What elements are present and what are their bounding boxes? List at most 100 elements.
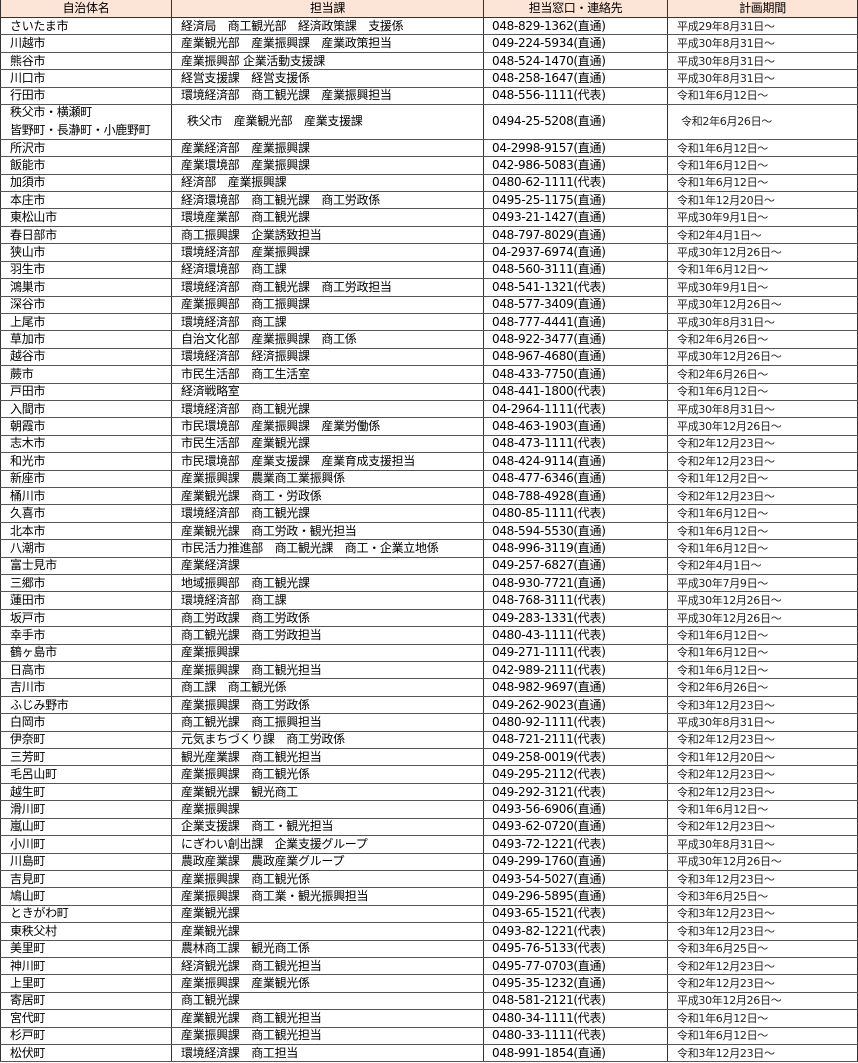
department-cell: 商工労政課 商工労政係: [172, 609, 484, 627]
municipality-name: 嵐山町: [10, 819, 46, 834]
table-row: ふじみ野市 産業振興課 商工労政係 049-262-9023(直通) 令和3年12月2…: [0, 696, 858, 715]
municipality-cell: 吉川市: [0, 679, 172, 696]
department-cell: 産業観光課 商工・労政係: [172, 487, 484, 505]
municipality-cell: 日高市: [0, 662, 172, 679]
department-cell: 市民活力推進部 商工観光課 商工・企業立地係: [172, 540, 484, 557]
department-cell: 環境経済部 商工観光課 商工労政担当: [172, 279, 484, 296]
period-cell: 平成30年9月1日～: [668, 209, 858, 226]
municipality-cell: 東秩父村: [0, 923, 172, 940]
period-cell: 令和2年12月23日～: [668, 818, 858, 836]
municipality-cell: 美里町: [0, 940, 172, 957]
municipality-name: 滑川町: [10, 802, 46, 816]
contact-cell: 0493-65-1521(代表): [484, 905, 668, 923]
municipality-name: 三芳町: [10, 749, 46, 764]
municipality-name: 幸手市: [10, 627, 46, 642]
municipality-name: 和光市: [10, 453, 46, 468]
municipality-cell: 白岡市: [0, 714, 172, 731]
municipality-name: 熊谷市: [10, 53, 46, 68]
municipality-name: 三郷市: [10, 575, 46, 590]
department-cell: 観光産業課 商工観光担当: [172, 749, 484, 766]
contact-cell: 0493-62-0720(直通): [484, 818, 668, 836]
table-header-row: 自治体名 担当課 担当窓口・連絡先 計画期間: [0, 0, 858, 18]
department-cell: 環境産業部 商工観光課: [172, 209, 484, 226]
contact-cell: 048-258-1647(直通): [484, 70, 668, 87]
header-department: 担当課: [172, 0, 484, 17]
department-cell: 農林商工課 観光商工係: [172, 940, 484, 957]
period-cell: 平成30年7月9日～: [668, 575, 858, 592]
department-cell: 経済部 産業振興課: [172, 174, 484, 192]
period-cell: 令和1年6月12日～: [668, 540, 858, 557]
department-cell: 産業観光課 商工観光担当: [172, 1010, 484, 1027]
municipality-cell: 秩父市・横瀬町 皆野町・長瀞町・小鹿野町: [0, 105, 172, 139]
contact-cell: 0493-21-1427(直通): [484, 209, 668, 226]
contact-cell: 048-721-2111(代表): [484, 731, 668, 749]
municipality-cell: 川島町: [0, 853, 172, 870]
municipality-name: 新座市: [10, 471, 46, 486]
table-row: 八潮市 市民活力推進部 商工観光課 商工・企業立地係 048-996-3119(直通…: [0, 540, 858, 558]
contact-cell: 0495-25-1175(直通): [484, 192, 668, 209]
municipality-name: 上尾市: [10, 314, 46, 329]
contact-cell: 048-829-1362(直通): [484, 18, 668, 35]
table-row: 吉見町 産業振興課 商工観光係 0493-54-5027(直通) 令和3年12月23日…: [0, 870, 858, 889]
contact-cell: 0495-35-1232(直通): [484, 975, 668, 992]
municipality-name: 八潮市: [10, 540, 46, 555]
contact-cell: 049-271-1111(代表): [484, 644, 668, 662]
municipality-name: 北本市: [10, 523, 46, 538]
municipality-name: 朝霞市: [10, 419, 46, 434]
municipality-cell: 本庄市: [0, 192, 172, 209]
municipality-cell: 富士見市: [0, 557, 172, 575]
municipality-cell: 草加市: [0, 331, 172, 348]
contact-cell: 048-463-1903(直通): [484, 418, 668, 435]
department-cell: 地域振興部 商工観光課: [172, 575, 484, 592]
department-cell: 産業振興課 農業商工業振興係: [172, 470, 484, 487]
period-cell: 令和1年6月12日～: [668, 1010, 858, 1027]
municipality-cell: 八潮市: [0, 540, 172, 557]
contact-cell: 0493-82-1221(代表): [484, 923, 668, 940]
municipality-cell: 杉戸町: [0, 1027, 172, 1044]
table-row: 所沢市 産業経済部 産業振興課 04-2998-9157(直通) 令和1年6月12日～: [0, 139, 858, 158]
period-cell: 令和1年6月12日～: [668, 1027, 858, 1044]
municipality-name: 吉川市: [10, 680, 46, 695]
period-cell: 令和1年6月12日～: [668, 801, 858, 818]
municipality-cell: 朝霞市: [0, 418, 172, 435]
department-cell: 産業振興部 企業活動支援課: [172, 52, 484, 70]
contact-cell: 048-441-1800(代表): [484, 383, 668, 400]
municipality-name: 川島町: [10, 854, 46, 869]
contact-cell: 048-777-4441(直通): [484, 313, 668, 331]
period-cell: 令和2年12月23日～: [668, 957, 858, 975]
municipality-name: 坂戸市: [10, 610, 46, 625]
municipality-name: 草加市: [10, 332, 46, 347]
department-cell: 経営支援課 経営支援係: [172, 70, 484, 87]
period-cell: 平成30年12月26日～: [668, 592, 858, 609]
department-cell: 産業環境部 産業振興課: [172, 157, 484, 174]
department-cell: にぎわい創出課 企業支援グループ: [172, 836, 484, 853]
contact-cell: 048-788-4928(直通): [484, 487, 668, 505]
period-cell: 令和2年6月26日～: [668, 331, 858, 348]
period-cell: 令和1年12月20日～: [668, 192, 858, 209]
table-row: 三郷市 地域振興部 商工観光課 048-930-7721(直通) 平成30年7月9日～: [0, 575, 858, 593]
contact-cell: 04-2937-6974(直通): [484, 244, 668, 261]
municipality-cell: 桶川市: [0, 487, 172, 505]
contact-cell: 0495-76-5133(代表): [484, 940, 668, 957]
table-row: 川島町 農政産業課 農政産業グループ 049-299-1760(直通) 平成30年12…: [0, 853, 858, 871]
period-cell: 平成30年9月1日～: [668, 279, 858, 296]
period-cell: 令和2年12月23日～: [668, 783, 858, 801]
table-row: 越谷市 環境経済部 経済振興課 048-967-4680(直通) 平成30年12月26…: [0, 348, 858, 367]
department-cell: 産業振興課 商工業・観光振興担当: [172, 888, 484, 905]
contact-cell: 049-258-0019(代表): [484, 749, 668, 766]
period-cell: 平成30年8月31日～: [668, 35, 858, 52]
department-cell: 商工振興課 企業誘致担当: [172, 226, 484, 244]
contact-cell: 048-524-1470(直通): [484, 52, 668, 70]
contact-cell: 0480-62-1111(代表): [484, 174, 668, 192]
municipality-name: さいたま市: [10, 18, 69, 33]
table-row: 幸手市 商工観光課 商工労政担当 0480-43-1111(代表) 令和1年6月12日…: [0, 627, 858, 645]
period-cell: 平成30年12月26日～: [668, 348, 858, 366]
table-row: 伊奈町 元気まちづくり課 商工労政係 048-721-2111(代表) 令和2年12月…: [0, 731, 858, 750]
table-row: 春日部市 商工振興課 企業誘致担当 048-797-8029(直通) 令和2年4月1日…: [0, 226, 858, 245]
municipality-cell: 毛呂山町: [0, 766, 172, 783]
period-cell: 令和2年12月23日～: [668, 766, 858, 783]
table-row: 上里町 産業振興課 産業観光係 0495-35-1232(直通) 令和2年12月23日…: [0, 975, 858, 993]
period-cell: 平成30年8月31日～: [668, 313, 858, 331]
department-cell: 環境経済部 商工課: [172, 313, 484, 331]
period-cell: 令和3年12月23日～: [668, 696, 858, 714]
